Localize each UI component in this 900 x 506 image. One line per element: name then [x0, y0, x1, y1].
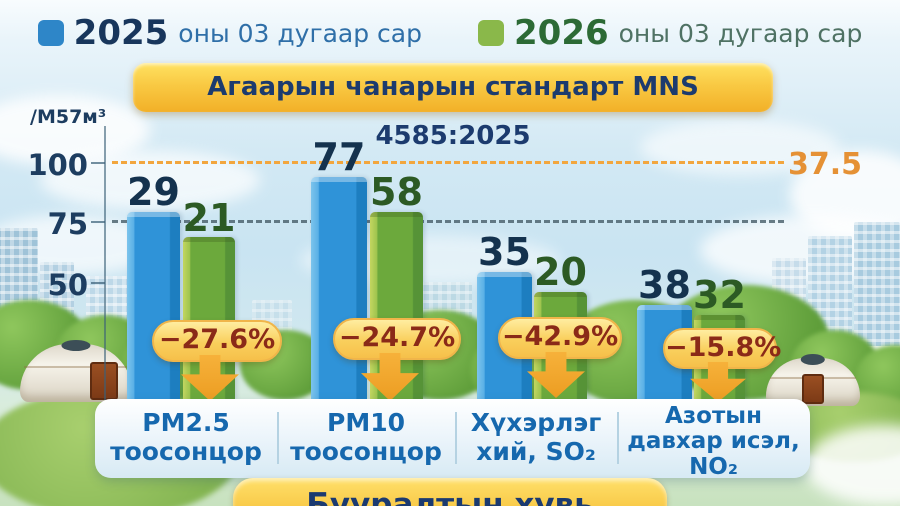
value-2025-no2: 38 — [638, 263, 691, 307]
y-tick-mark — [91, 162, 105, 164]
value-2026-pm25: 21 — [182, 196, 236, 240]
legend-item-2026: 2026 оны 03 дугаар сар — [478, 13, 862, 53]
y-tick-50: 50 — [47, 268, 88, 302]
legend-label-2026: оны 03 дугаар сар — [618, 18, 863, 48]
category-no2: Азотын давхар исэл, NO₂ — [617, 399, 810, 480]
footer-banner: Бууралтын хувь — [233, 478, 667, 506]
category-label: PM2.5 — [142, 408, 230, 437]
category-strip: PM2.5 тоосонцор PM10 тоосонцор Хүхэрлэг … — [95, 399, 810, 480]
reference-dashed-line — [112, 161, 784, 164]
value-2026-so2: 20 — [534, 250, 587, 294]
category-label: давхар исэл, — [627, 428, 800, 455]
standard-banner: Агаарын чанарын стандарт MNS 4585:2025 — [133, 63, 773, 151]
category-pm10: PM10 тоосонцор — [277, 399, 455, 478]
category-label: хий, SO₂ — [476, 436, 596, 466]
value-2025-so2: 35 — [478, 230, 531, 274]
legend-swatch-2026 — [478, 20, 504, 46]
y-tick-75: 75 — [47, 207, 88, 241]
category-pm25: PM2.5 тоосонцор — [95, 399, 277, 478]
ger-roof-cap — [800, 354, 826, 365]
gridline-dashed — [112, 220, 784, 223]
legend-item-2025: 2025 оны 03 дугаар сар — [37, 13, 422, 53]
y-tick-mark — [91, 282, 105, 284]
y-tick-100: 100 — [27, 148, 88, 182]
cloud — [40, 150, 260, 210]
bar-2025-pm10 — [311, 177, 367, 400]
category-label: Азотын — [665, 403, 762, 429]
y-axis-unit: /М57м³ — [30, 106, 107, 128]
bar-2025-pm25 — [127, 212, 180, 400]
ger-band — [24, 366, 128, 369]
category-label: Хүхэрлэг — [470, 408, 602, 437]
category-label: PM10 — [327, 408, 405, 437]
ger-roof-cap — [61, 340, 91, 351]
change-badge-so2: −42.9% — [498, 317, 622, 359]
legend-year-2025: 2025 — [73, 13, 169, 53]
category-label: тоосонцор — [110, 436, 262, 466]
category-divider — [277, 412, 279, 464]
legend-label-2025: оны 03 дугаар сар — [178, 18, 422, 48]
category-label: NO₂ — [689, 453, 738, 480]
category-divider — [617, 412, 619, 464]
value-2025-pm10: 77 — [312, 135, 366, 179]
legend-swatch-2025 — [37, 20, 64, 46]
value-2025-pm25: 29 — [127, 170, 180, 214]
legend-year-2026: 2026 — [514, 13, 609, 53]
y-tick-mark — [91, 221, 105, 223]
value-2026-no2: 32 — [693, 273, 746, 317]
ger-illustration — [20, 340, 132, 402]
ger-illustration — [766, 354, 860, 406]
value-2026-pm10: 58 — [370, 170, 423, 214]
reference-value: 37.5 — [788, 147, 863, 182]
category-divider — [455, 412, 457, 464]
y-axis-line — [104, 126, 106, 400]
category-label: тоосонцор — [290, 436, 442, 466]
bar-2026-pm10 — [370, 212, 423, 400]
building — [854, 222, 900, 346]
category-so2: Хүхэрлэг хий, SO₂ — [455, 399, 617, 478]
ger-door — [802, 374, 824, 404]
legend: 2025 оны 03 дугаар сар 2026 оны 03 дугаа… — [0, 13, 900, 53]
